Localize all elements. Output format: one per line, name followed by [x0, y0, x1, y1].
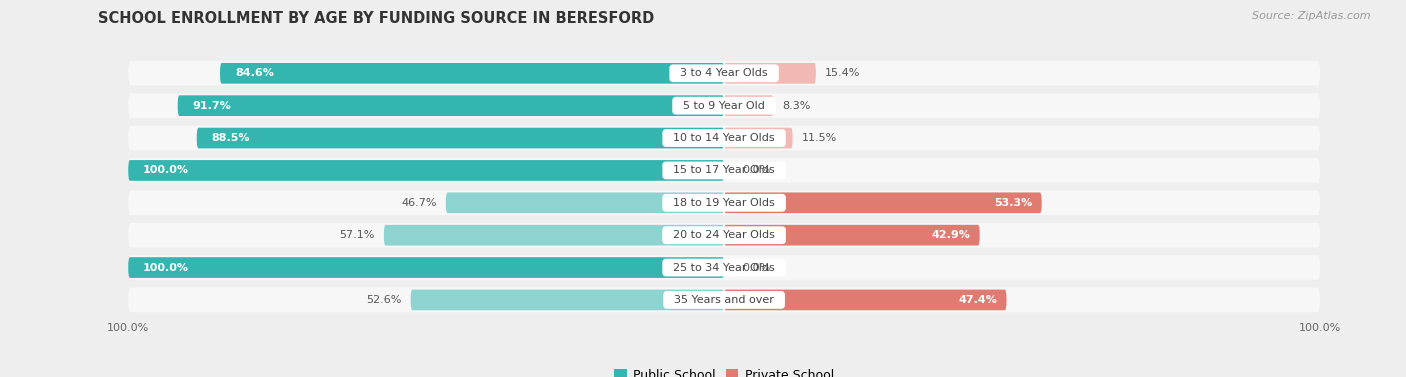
Text: 53.3%: 53.3% [994, 198, 1033, 208]
FancyBboxPatch shape [724, 192, 1042, 213]
Text: 15.4%: 15.4% [825, 68, 860, 78]
Text: 35 Years and over: 35 Years and over [668, 295, 780, 305]
FancyBboxPatch shape [724, 95, 773, 116]
FancyBboxPatch shape [128, 190, 1320, 215]
Text: 0.0%: 0.0% [742, 166, 770, 175]
Text: 100.0%: 100.0% [143, 262, 190, 273]
Text: 52.6%: 52.6% [367, 295, 402, 305]
FancyBboxPatch shape [724, 290, 1007, 310]
Text: 91.7%: 91.7% [193, 101, 232, 111]
FancyBboxPatch shape [128, 288, 1320, 312]
FancyBboxPatch shape [128, 61, 1320, 86]
Text: Source: ZipAtlas.com: Source: ZipAtlas.com [1253, 11, 1371, 21]
Text: 3 to 4 Year Olds: 3 to 4 Year Olds [673, 68, 775, 78]
FancyBboxPatch shape [128, 255, 1320, 280]
Text: SCHOOL ENROLLMENT BY AGE BY FUNDING SOURCE IN BERESFORD: SCHOOL ENROLLMENT BY AGE BY FUNDING SOUR… [98, 11, 655, 26]
Text: 18 to 19 Year Olds: 18 to 19 Year Olds [666, 198, 782, 208]
FancyBboxPatch shape [128, 158, 1320, 183]
FancyBboxPatch shape [177, 95, 724, 116]
FancyBboxPatch shape [128, 160, 724, 181]
FancyBboxPatch shape [128, 126, 1320, 150]
Text: 88.5%: 88.5% [212, 133, 250, 143]
Text: 84.6%: 84.6% [235, 68, 274, 78]
Text: 10 to 14 Year Olds: 10 to 14 Year Olds [666, 133, 782, 143]
FancyBboxPatch shape [411, 290, 724, 310]
Text: 100.0%: 100.0% [143, 166, 190, 175]
FancyBboxPatch shape [197, 128, 724, 149]
Text: 15 to 17 Year Olds: 15 to 17 Year Olds [666, 166, 782, 175]
Text: 57.1%: 57.1% [339, 230, 375, 240]
Text: 100.0%: 100.0% [107, 323, 149, 333]
Text: 0.0%: 0.0% [742, 262, 770, 273]
FancyBboxPatch shape [219, 63, 724, 84]
FancyBboxPatch shape [128, 257, 724, 278]
Text: 100.0%: 100.0% [1299, 323, 1341, 333]
Text: 42.9%: 42.9% [932, 230, 970, 240]
Text: 11.5%: 11.5% [801, 133, 837, 143]
FancyBboxPatch shape [446, 192, 724, 213]
FancyBboxPatch shape [384, 225, 724, 245]
FancyBboxPatch shape [724, 225, 980, 245]
Legend: Public School, Private School: Public School, Private School [609, 364, 839, 377]
Text: 47.4%: 47.4% [959, 295, 998, 305]
FancyBboxPatch shape [128, 93, 1320, 118]
FancyBboxPatch shape [128, 223, 1320, 247]
Text: 25 to 34 Year Olds: 25 to 34 Year Olds [666, 262, 782, 273]
Text: 8.3%: 8.3% [783, 101, 811, 111]
Text: 5 to 9 Year Old: 5 to 9 Year Old [676, 101, 772, 111]
FancyBboxPatch shape [724, 128, 793, 149]
Text: 46.7%: 46.7% [401, 198, 437, 208]
Text: 20 to 24 Year Olds: 20 to 24 Year Olds [666, 230, 782, 240]
FancyBboxPatch shape [724, 63, 815, 84]
